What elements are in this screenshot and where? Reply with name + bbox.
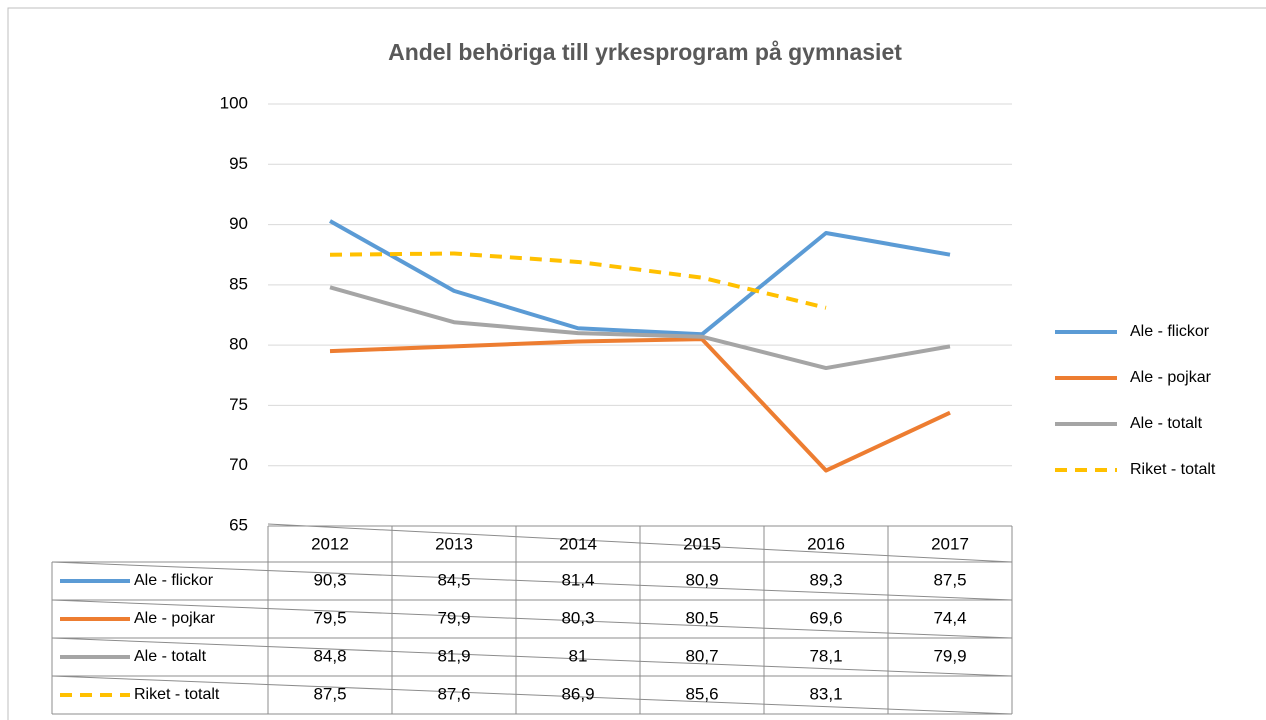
- x-tick-label: 2014: [559, 534, 597, 553]
- table-row-label: Ale - totalt: [134, 648, 207, 665]
- table-value: 85,6: [685, 684, 718, 703]
- y-tick-label: 75: [229, 395, 248, 414]
- y-tick-label: 70: [229, 455, 248, 474]
- table-value: 80,9: [685, 570, 718, 589]
- x-tick-label: 2015: [683, 534, 721, 553]
- table-value: 79,9: [437, 608, 470, 627]
- table-value: 79,9: [933, 646, 966, 665]
- series-line: [329, 285, 951, 371]
- y-tick-label: 80: [229, 335, 248, 354]
- series-line: [329, 337, 951, 473]
- table-row-label: Ale - pojkar: [134, 610, 216, 627]
- table-value: 79,5: [313, 608, 346, 627]
- table-value: 80,3: [561, 608, 594, 627]
- y-tick-label: 65: [229, 515, 248, 534]
- x-tick-label: 2017: [931, 534, 969, 553]
- y-tick-label: 90: [229, 214, 248, 233]
- x-tick-label: 2016: [807, 534, 845, 553]
- table-value: 80,5: [685, 608, 718, 627]
- table-border: [51, 561, 1013, 601]
- table-value: 89,3: [809, 570, 842, 589]
- table-border: [51, 599, 1013, 639]
- legend-label: Ale - flickor: [1130, 323, 1210, 340]
- table-border: [51, 675, 1013, 715]
- table-row-label: Riket - totalt: [134, 686, 220, 703]
- legend-label: Ale - pojkar: [1130, 369, 1212, 386]
- series-line: [329, 219, 951, 337]
- table-value: 83,1: [809, 684, 842, 703]
- table-value: 74,4: [933, 608, 966, 627]
- table-value: 81,9: [437, 646, 470, 665]
- x-tick-label: 2012: [311, 534, 349, 553]
- y-tick-label: 95: [229, 154, 248, 173]
- legend-label: Ale - totalt: [1130, 415, 1203, 432]
- table-value: 81: [569, 646, 588, 665]
- table-value: 86,9: [561, 684, 594, 703]
- table-value: 84,8: [313, 646, 346, 665]
- table-value: 84,5: [437, 570, 470, 589]
- y-tick-label: 85: [229, 274, 248, 293]
- table-value: 87,5: [313, 684, 346, 703]
- table-border: [51, 637, 1013, 677]
- table-value: 69,6: [809, 608, 842, 627]
- table-row-label: Ale - flickor: [134, 572, 214, 589]
- x-tick-label: 2013: [435, 534, 473, 553]
- y-tick-label: 100: [220, 93, 248, 112]
- table-value: 78,1: [809, 646, 842, 665]
- chart-title: Andel behöriga till yrkesprogram på gymn…: [388, 39, 902, 65]
- table-value: 90,3: [313, 570, 346, 589]
- table-value: 87,6: [437, 684, 470, 703]
- table-value: 80,7: [685, 646, 718, 665]
- chart-border: [7, 7, 1266, 720]
- series-line: [329, 251, 827, 310]
- legend-label: Riket - totalt: [1130, 461, 1216, 478]
- table-value: 81,4: [561, 570, 594, 589]
- table-value: 87,5: [933, 570, 966, 589]
